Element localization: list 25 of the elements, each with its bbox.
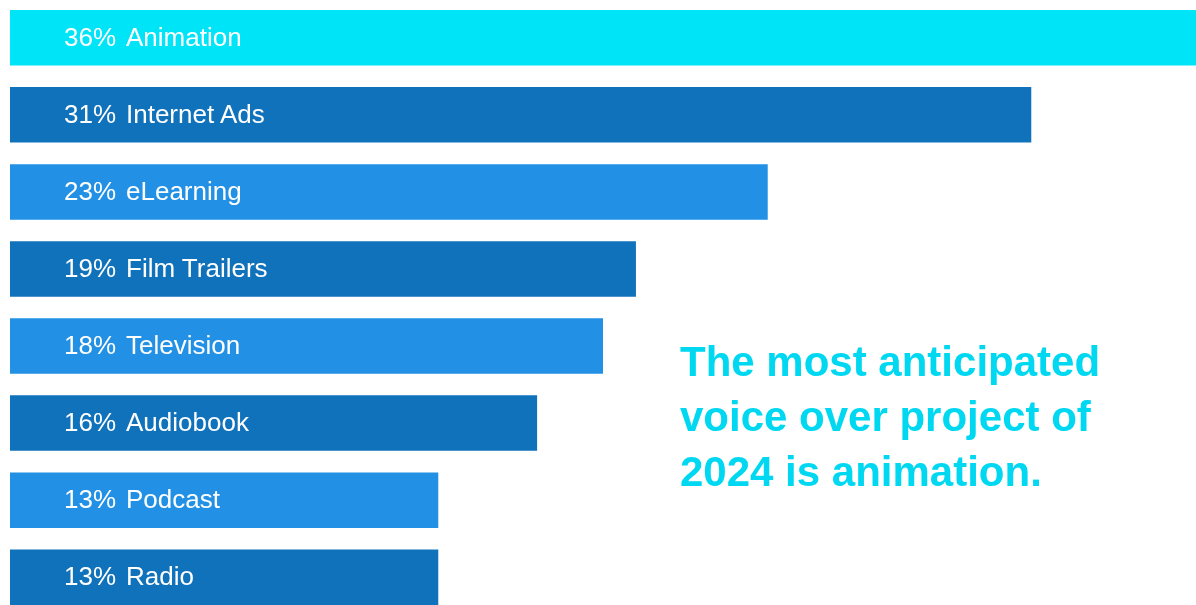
y-tick-label: Podcast: [126, 484, 221, 515]
data-label: 13%: [64, 561, 117, 592]
data-label: 18%: [64, 330, 117, 361]
data-label: 19%: [64, 252, 117, 283]
y-tick-label: Film Trailers: [126, 252, 268, 283]
data-label: 13%: [64, 484, 117, 515]
bar: [10, 10, 1196, 66]
annotation: The most anticipated voice over project of 2024 is animation.: [680, 338, 1101, 495]
bar: [10, 164, 768, 220]
y-tick-label: eLearning: [126, 175, 242, 206]
y-tick-label: Radio: [126, 561, 194, 592]
data-label: 36%: [64, 21, 117, 52]
bar: [10, 241, 636, 297]
y-tick-label: Internet Ads: [126, 98, 265, 129]
bar: [10, 395, 538, 451]
bar: [10, 472, 439, 528]
bar: [10, 87, 1032, 143]
bar: [10, 549, 439, 605]
y-tick-label: Television: [126, 330, 241, 361]
data-label: 31%: [64, 98, 117, 129]
y-tick-label: Animation: [126, 21, 242, 52]
data-label: 16%: [64, 407, 117, 438]
y-tick-label: Audiobook: [126, 407, 250, 438]
data-label: 23%: [64, 175, 117, 206]
bar: [10, 318, 603, 374]
